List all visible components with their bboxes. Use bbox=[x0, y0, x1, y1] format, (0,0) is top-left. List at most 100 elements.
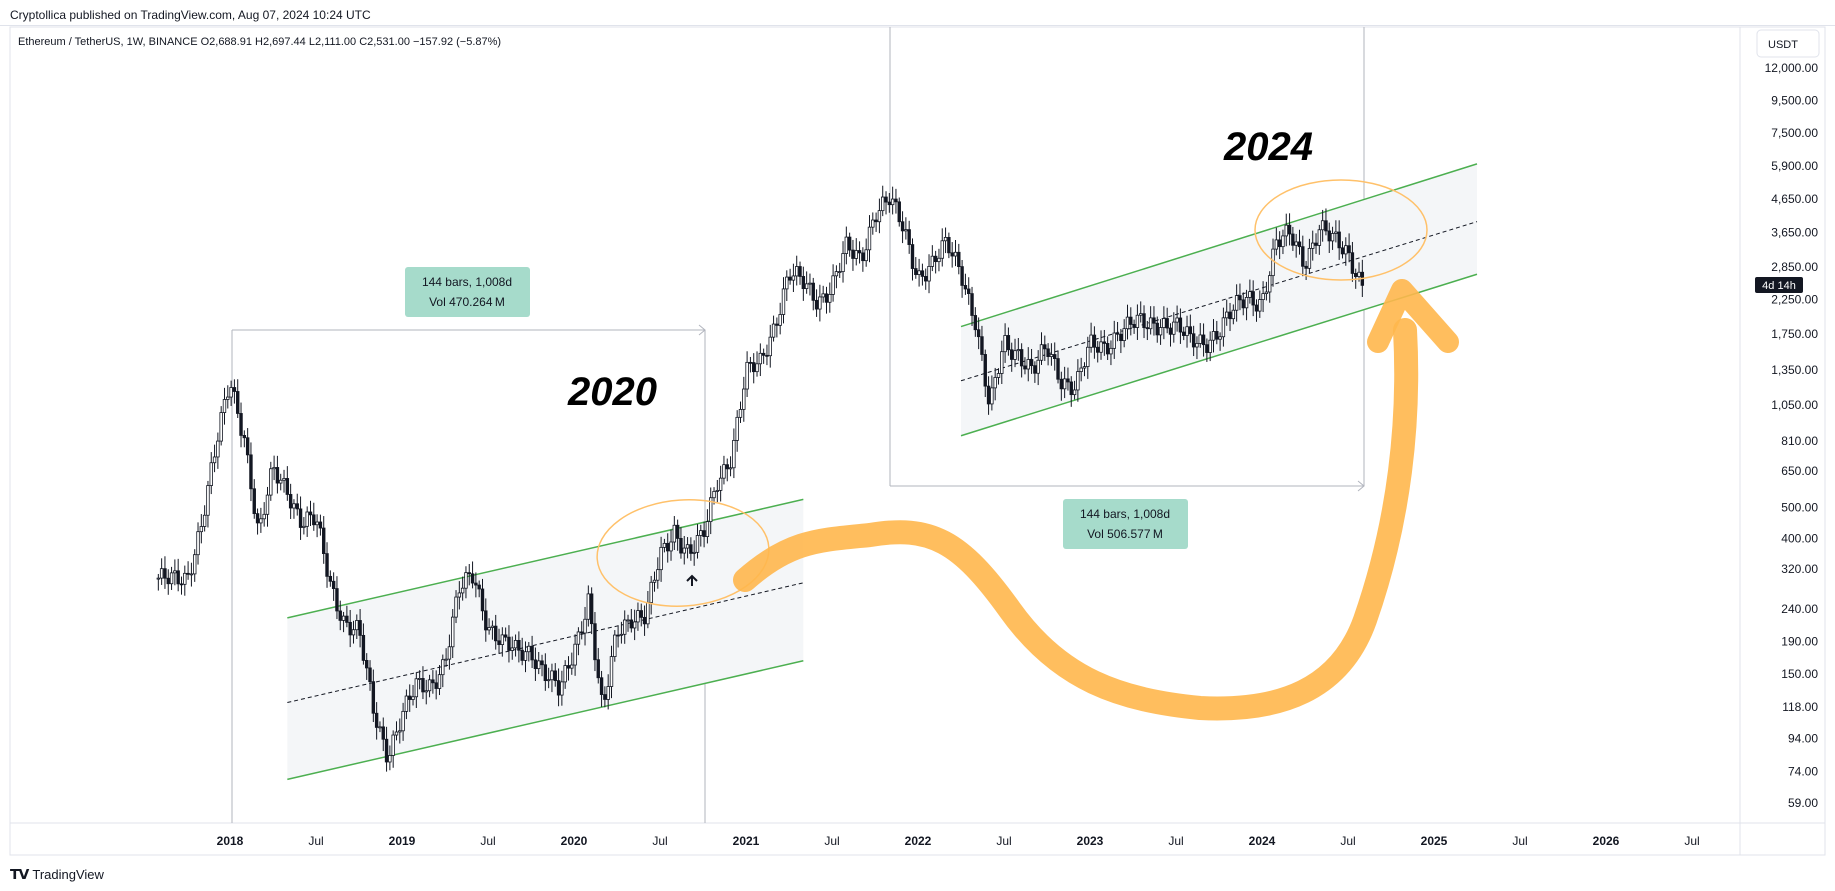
candle-body bbox=[424, 690, 428, 693]
candle-body bbox=[563, 665, 567, 683]
candle-body bbox=[1109, 347, 1113, 355]
candle-body bbox=[467, 572, 471, 575]
candle-body bbox=[689, 544, 693, 554]
time-tick-label: 2018 bbox=[217, 834, 244, 848]
footer-brand: TradingView bbox=[32, 867, 104, 882]
candle-body bbox=[378, 726, 382, 729]
candle-body bbox=[761, 352, 766, 356]
candle-body bbox=[427, 679, 432, 692]
candle-body bbox=[464, 572, 468, 589]
candle-body bbox=[854, 250, 858, 259]
candle-body bbox=[282, 478, 286, 481]
channel-mid-line[interactable] bbox=[287, 582, 804, 704]
candle-body bbox=[166, 577, 170, 585]
candle-body bbox=[560, 681, 564, 696]
candle-body bbox=[550, 670, 554, 681]
candle-body bbox=[1221, 317, 1226, 338]
candle-body bbox=[537, 660, 541, 670]
candle-body bbox=[351, 629, 356, 636]
candle-body bbox=[1155, 322, 1159, 336]
candle-body bbox=[242, 435, 247, 439]
candle-body bbox=[1122, 328, 1126, 341]
candle-body bbox=[156, 577, 161, 580]
price-tick-label: 2,250.00 bbox=[1771, 292, 1818, 306]
candle-body bbox=[1066, 378, 1070, 383]
candle-body bbox=[745, 361, 749, 390]
candle-body bbox=[229, 387, 233, 398]
channel-lower-line[interactable] bbox=[287, 660, 804, 781]
channel-2024[interactable] bbox=[960, 163, 1478, 437]
candle-body bbox=[924, 275, 928, 282]
highlight-ellipse-2024 bbox=[1254, 179, 1428, 281]
candle-body bbox=[1231, 309, 1236, 320]
candle-body bbox=[669, 541, 673, 552]
countdown-text: 4d 14h bbox=[1762, 280, 1796, 292]
candle-body bbox=[1082, 366, 1087, 369]
candle-body bbox=[917, 270, 921, 275]
candle-body bbox=[411, 696, 415, 700]
candle-body bbox=[623, 619, 627, 635]
candle-body bbox=[523, 651, 528, 661]
candle-body bbox=[331, 580, 336, 589]
candle-body bbox=[159, 568, 164, 579]
candle-body bbox=[709, 497, 713, 523]
price-tick-label: 94.00 bbox=[1788, 732, 1818, 746]
candle-body bbox=[821, 293, 825, 298]
candle-body bbox=[322, 527, 326, 555]
candle-body bbox=[811, 282, 815, 301]
candle-body bbox=[1191, 333, 1196, 348]
currency-button[interactable]: USDT bbox=[1756, 29, 1820, 58]
channel-mid-line[interactable] bbox=[960, 221, 1478, 382]
candle-body bbox=[173, 570, 177, 574]
candle-body bbox=[1069, 381, 1073, 396]
candle-body bbox=[1201, 334, 1206, 346]
price-tick-label: 74.00 bbox=[1788, 765, 1818, 779]
candle-body bbox=[530, 645, 534, 661]
annotation-2024: 2024 bbox=[1223, 125, 1313, 169]
symbol-legend[interactable]: Ethereum / TetherUS, 1W, BINANCE O2,688.… bbox=[18, 36, 501, 48]
candle-body bbox=[507, 636, 511, 651]
candle-body bbox=[1145, 327, 1150, 330]
candle-body bbox=[1112, 332, 1116, 349]
candle-body bbox=[421, 678, 425, 693]
candle-body bbox=[325, 553, 329, 577]
candle-body bbox=[1337, 231, 1341, 249]
channel-fill bbox=[287, 499, 804, 780]
time-axis[interactable]: 2018 Jul 2019 Jul 2020 Jul 2021 Jul 2022 Jul 2023 J… bbox=[217, 834, 1700, 848]
candle-body bbox=[1019, 349, 1024, 367]
candle-body bbox=[718, 477, 723, 491]
candle-body bbox=[1043, 344, 1047, 350]
candle-body bbox=[699, 530, 703, 536]
price-axis[interactable]: 12,000.00 9,500.00 7,500.00 5,900.00 4,650.0… bbox=[1765, 61, 1819, 810]
candle-body bbox=[788, 276, 792, 281]
candle-body bbox=[970, 293, 974, 316]
candle-body bbox=[414, 678, 419, 698]
candle-body bbox=[785, 276, 789, 290]
candle-body bbox=[732, 439, 736, 469]
candle-body bbox=[758, 352, 763, 365]
candle-body bbox=[1334, 231, 1338, 234]
candle-body bbox=[1152, 317, 1156, 324]
candle-body bbox=[189, 573, 194, 576]
candle-body bbox=[1307, 247, 1312, 269]
measure-label-bars: 144 bars, 1,008d bbox=[422, 275, 512, 289]
candle-body bbox=[206, 485, 210, 516]
candle-body bbox=[169, 572, 174, 585]
candle-body bbox=[967, 288, 971, 295]
candle-body bbox=[722, 464, 726, 479]
candle-body bbox=[1274, 239, 1279, 250]
candle-body bbox=[1354, 273, 1358, 277]
price-tick-label: 2,850.00 bbox=[1771, 260, 1818, 274]
candle-body bbox=[983, 354, 987, 387]
channel-upper-line[interactable] bbox=[287, 498, 804, 619]
candle-body bbox=[255, 513, 260, 524]
time-tick-label: 2021 bbox=[733, 834, 760, 848]
measure-arrowhead bbox=[1357, 480, 1365, 492]
candle-body bbox=[285, 478, 290, 495]
candle-body bbox=[801, 276, 806, 290]
footer-branding[interactable]: 𝗧𝗩 TradingView bbox=[10, 866, 104, 883]
channel-upper-line[interactable] bbox=[960, 163, 1478, 328]
candle-body bbox=[1268, 275, 1272, 293]
channel-2020[interactable] bbox=[287, 498, 804, 781]
